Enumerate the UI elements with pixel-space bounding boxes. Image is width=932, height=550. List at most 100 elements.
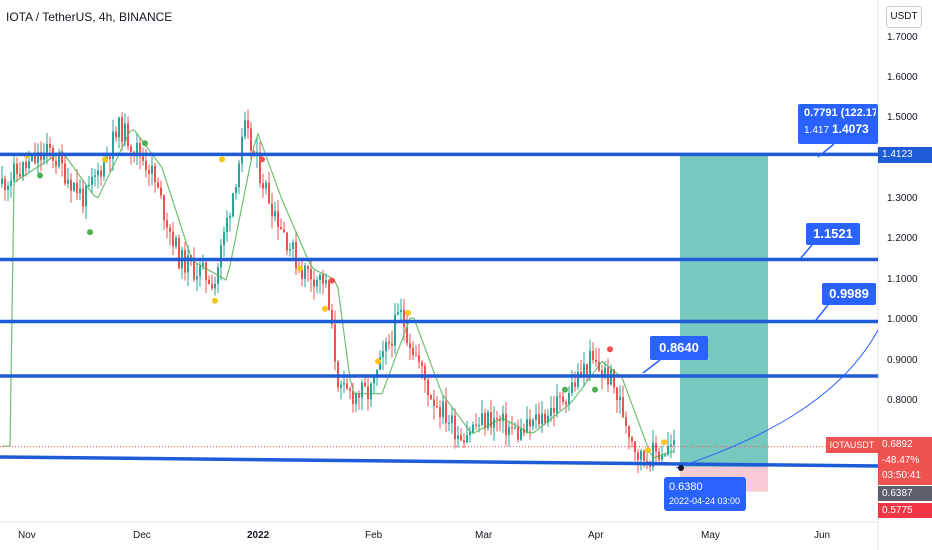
candle-body [31,154,33,162]
candle-body [160,187,162,196]
x-tick-label: Dec [133,530,151,541]
candle-body [172,231,174,247]
candle-body [205,262,207,280]
candle-body [64,163,66,184]
candle-body [352,390,354,404]
candle-body [157,182,159,188]
candle-body [394,314,396,346]
candle-body [508,427,510,436]
candle-body [520,429,522,440]
candle-body [589,350,591,376]
candle-body [148,170,150,174]
candle-body [187,255,189,273]
y-tick-label: 1.7000 [887,32,918,43]
candle-body [151,165,153,174]
candle-body [61,154,63,164]
y-tick-label: 1.0000 [887,314,918,325]
candle-body [7,185,9,191]
y-tick-label: 0.9000 [887,355,918,366]
candle-body [25,161,27,169]
candle-body [595,360,597,362]
x-tick-label: Nov [18,530,36,541]
level-price-tag: 1.4123 [878,147,932,163]
candle-body [538,414,540,424]
candle-body [142,156,144,161]
candle-body [244,120,246,137]
level-callout-0-8640[interactable]: 0.8640 [650,336,708,360]
candle-body [166,220,168,228]
candle-body [112,131,114,159]
candle-body [67,179,69,184]
candle-body [232,193,234,217]
signal-dot [142,140,148,147]
candle-body [268,182,270,204]
support-trendline [0,455,879,468]
last-price-value: 0.6892 [882,439,913,450]
candle-body [136,142,138,155]
candle-body [370,383,372,400]
candle-body [154,165,156,183]
level-callout-top[interactable]: 0.7791 (122.17 1.417 1.4073 [798,104,878,144]
candle-body [604,367,606,376]
candle-body [562,396,564,403]
support-price-tag: 0.6387 [878,486,932,501]
candle-body [259,152,261,184]
signal-dot [322,305,328,312]
candle-body [322,274,324,284]
candle-body [289,248,291,251]
low-price-callout[interactable]: 0.6380 2022-04-24 03:00 [664,477,746,511]
candle-body [631,437,633,442]
candle-body [643,450,645,461]
candle-body [484,413,486,429]
candle-body [250,128,252,152]
candle-body [388,341,390,344]
candle-body [196,276,198,280]
candle-body [13,163,15,181]
level-callout-1-1521[interactable]: 1.1521 [806,223,860,245]
candle-body [412,347,414,356]
candle-body [403,309,405,328]
candle-body [529,419,531,427]
candle-body [532,419,534,427]
candle-body [502,413,504,422]
level-callout-0-9989[interactable]: 0.9989 [822,283,876,305]
candle-body [100,170,102,177]
candle-body [82,188,84,207]
candle-body [10,180,12,186]
candle-body [442,401,444,417]
candle-body [436,405,438,408]
candle-body [460,435,462,441]
y-tick-label: 0.8000 [887,395,918,406]
callout-pointer [817,143,835,158]
moving-average-line [2,129,675,459]
candle-body [640,450,642,460]
last-price-tag: 0.6892 -48.47% 03:50:41 [878,437,932,485]
candle-body [553,407,555,413]
candle-body [334,324,336,362]
candle-body [616,387,618,400]
symbol-tag: IOTAUSDT [826,437,878,453]
candle-body [340,384,342,388]
candle-body [559,396,561,398]
candle-body [28,161,30,169]
candle-body [571,382,573,393]
candle-body [487,412,489,429]
candle-body [445,401,447,423]
candle-body [343,383,345,385]
candle-body [619,397,621,400]
currency-button[interactable]: USDT [886,6,922,28]
candle-body [301,268,303,279]
candle-body [46,143,48,153]
candle-body [601,370,603,376]
candle-body [199,266,201,277]
candle-body [514,427,516,429]
candle-body [550,407,552,416]
candle-body [472,424,474,433]
candle-body [79,188,81,194]
signal-dot [645,447,651,454]
candle-body [43,152,45,161]
signal-dot [259,156,265,163]
candle-body [499,419,501,422]
candle-body [91,176,93,185]
